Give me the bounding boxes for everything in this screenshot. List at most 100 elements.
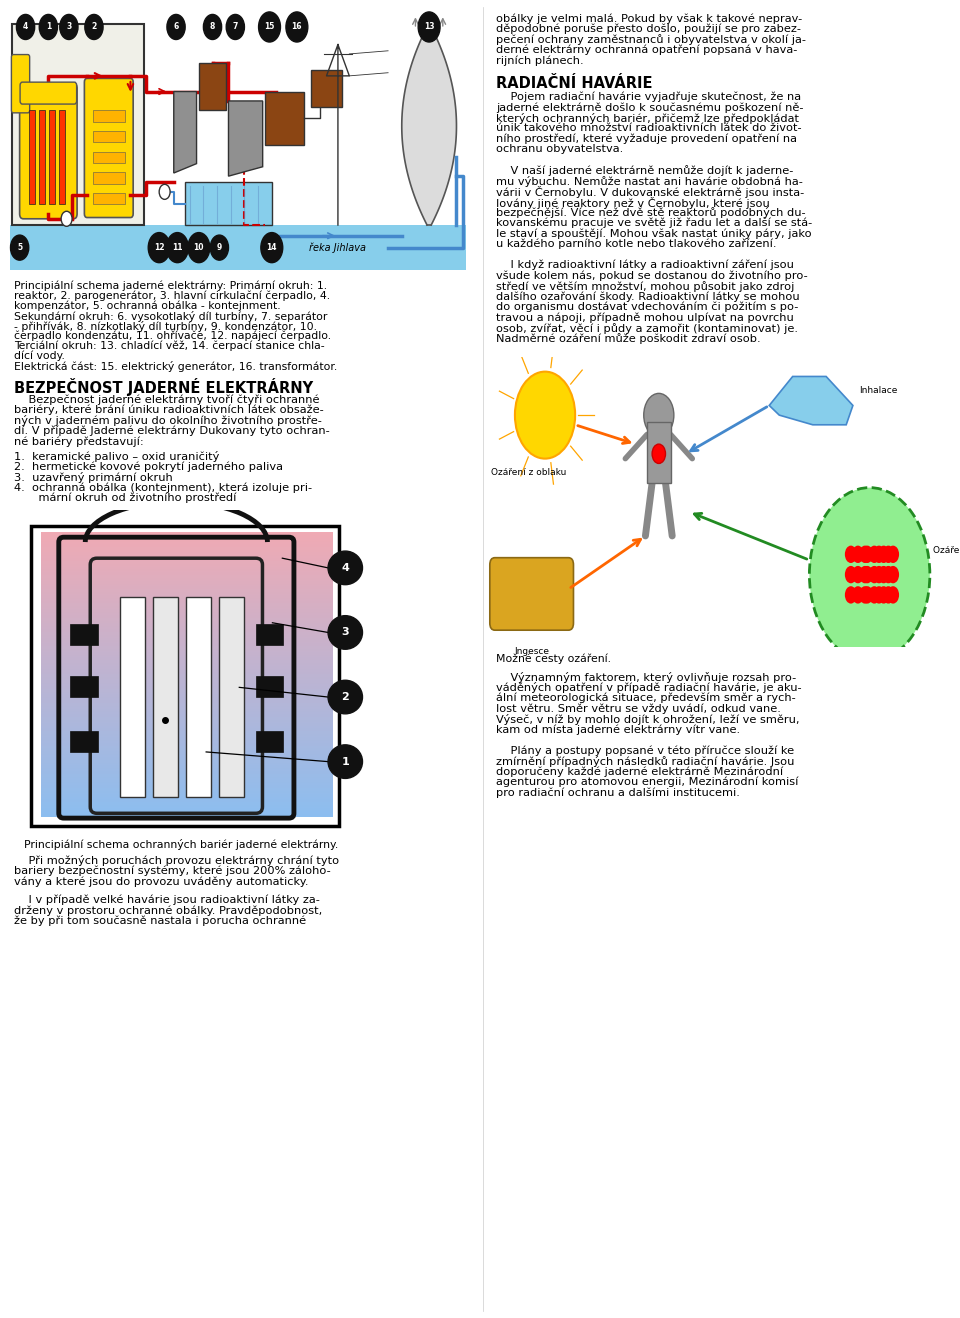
Circle shape bbox=[84, 14, 103, 40]
Text: I v případě velké havárie jsou radioaktivní látky za-: I v případě velké havárie jsou radioakti… bbox=[14, 895, 321, 905]
Text: reaktor, 2. parogenerátor, 3. hlavní cirkulační čerpadlo, 4.: reaktor, 2. parogenerátor, 3. hlavní cir… bbox=[14, 291, 330, 302]
Text: várii v Černobylu. V dukovanské elektrárně jsou insta-: várii v Černobylu. V dukovanské elektrár… bbox=[496, 186, 804, 199]
Circle shape bbox=[188, 232, 210, 262]
Text: ního prostředí, které vyžaduje provedení opatření na: ního prostředí, které vyžaduje provedení… bbox=[496, 134, 798, 145]
Text: vány a které jsou do provozu uváděny automaticky.: vány a které jsou do provozu uváděny aut… bbox=[14, 876, 309, 887]
Circle shape bbox=[873, 546, 885, 563]
Circle shape bbox=[873, 587, 885, 604]
Bar bbox=[185, 182, 272, 225]
Circle shape bbox=[852, 587, 864, 604]
Circle shape bbox=[11, 235, 29, 260]
Bar bbox=[92, 130, 125, 142]
Text: Ozáření z depozitu: Ozáření z depozitu bbox=[933, 546, 960, 555]
Bar bbox=[255, 625, 283, 646]
Text: ných v jaderném palivu do okolního životního prostře-: ných v jaderném palivu do okolního život… bbox=[14, 415, 323, 426]
Text: Elektrická část: 15. elektrický generátor, 16. transformátor.: Elektrická část: 15. elektrický generáto… bbox=[14, 361, 338, 372]
Text: bariéry, které brání úniku radioaktivních látek obsaže-: bariéry, které brání úniku radioaktivníc… bbox=[14, 405, 324, 415]
Circle shape bbox=[258, 12, 280, 42]
Text: Ozáření z oblaku: Ozáření z oblaku bbox=[492, 468, 566, 477]
Text: lovány jiné reaktory než v Černobylu, které jsou: lovány jiné reaktory než v Černobylu, kt… bbox=[496, 196, 770, 210]
Text: únik takového množství radioaktivních látek do život-: únik takového množství radioaktivních lá… bbox=[496, 124, 802, 133]
Text: BEZPEČNOST JADERNÉ ELEKTRÁRNY: BEZPEČNOST JADERNÉ ELEKTRÁRNY bbox=[14, 378, 314, 397]
FancyBboxPatch shape bbox=[490, 558, 573, 630]
Circle shape bbox=[204, 14, 222, 40]
Text: 7: 7 bbox=[232, 22, 238, 32]
Text: bezpečnější. Více než dvě stě reaktorů podobných du-: bezpečnější. Více než dvě stě reaktorů p… bbox=[496, 207, 806, 219]
Text: kam od místa jaderné elektrárny vítr vane.: kam od místa jaderné elektrárny vítr van… bbox=[496, 725, 740, 735]
Circle shape bbox=[60, 14, 78, 40]
Text: 3: 3 bbox=[66, 22, 71, 32]
Text: dící vody.: dící vody. bbox=[14, 351, 65, 361]
Text: 5: 5 bbox=[17, 243, 22, 252]
Text: kompenzátor, 5. ochranná obálka - kontejnment.: kompenzátor, 5. ochranná obálka - kontej… bbox=[14, 301, 281, 311]
Text: - přihřívák, 8. nízkotlaký díl turbíny, 9. kondenzátor, 10.: - přihřívák, 8. nízkotlaký díl turbíny, … bbox=[14, 320, 318, 332]
Text: V naší jaderné elektrárně nemůže dojít k jaderne-: V naší jaderné elektrárně nemůže dojít k… bbox=[496, 166, 794, 177]
Circle shape bbox=[887, 546, 900, 563]
Text: le staví a spouštějí. Mohou však nastat úniky páry, jako: le staví a spouštějí. Mohou však nastat … bbox=[496, 228, 812, 239]
Circle shape bbox=[845, 546, 857, 563]
Text: 10: 10 bbox=[194, 243, 204, 252]
Text: dalšího ozařování škody. Radioaktivní látky se mohou: dalšího ozařování škody. Radioaktivní lá… bbox=[496, 291, 800, 302]
Text: mární okruh od životního prostředí: mární okruh od životního prostředí bbox=[24, 493, 236, 503]
Text: ochranu obyvatelstva.: ochranu obyvatelstva. bbox=[496, 145, 624, 154]
Text: ální meteorologická situace, především směr a rych-: ální meteorologická situace, především s… bbox=[496, 693, 796, 704]
Circle shape bbox=[882, 546, 895, 563]
Circle shape bbox=[16, 14, 35, 40]
Bar bbox=[10, 225, 466, 270]
Bar bbox=[12, 25, 144, 225]
Circle shape bbox=[873, 565, 885, 584]
Bar bbox=[70, 731, 98, 753]
Bar bbox=[92, 192, 125, 204]
Bar bbox=[59, 111, 65, 204]
Text: 4: 4 bbox=[342, 563, 349, 573]
Bar bbox=[199, 63, 227, 111]
Text: 2: 2 bbox=[91, 22, 97, 32]
Text: Principiální schema jaderné elektrárny: Primární okruh: 1.: Principiální schema jaderné elektrárny: … bbox=[14, 281, 327, 291]
Text: I když radioaktivní látky a radioaktivní záření jsou: I když radioaktivní látky a radioaktivní… bbox=[496, 260, 794, 270]
Bar bbox=[220, 597, 244, 797]
Text: 16: 16 bbox=[292, 22, 302, 32]
Text: osob, zvířat, věcí i půdy a zamořit (kontaminovat) je.: osob, zvířat, věcí i půdy a zamořit (kon… bbox=[496, 323, 799, 333]
Bar bbox=[49, 111, 55, 204]
Bar bbox=[255, 731, 283, 753]
Bar bbox=[255, 676, 283, 697]
Text: do organismu dostávat vdechováním či požitím s po-: do organismu dostávat vdechováním či pož… bbox=[496, 302, 799, 312]
Text: 1.  keramické palivo – oxid uraničitý: 1. keramické palivo – oxid uraničitý bbox=[14, 451, 220, 461]
Text: bariery bezpečnostní systémy, které jsou 200% záloho-: bariery bezpečnostní systémy, které jsou… bbox=[14, 866, 331, 876]
Text: G: G bbox=[280, 113, 288, 124]
Circle shape bbox=[861, 587, 874, 604]
Polygon shape bbox=[228, 101, 263, 177]
Bar bbox=[38, 111, 45, 204]
Text: drženy v prostoru ochranné obálky. Pravděpodobnost,: drženy v prostoru ochranné obálky. Pravd… bbox=[14, 905, 323, 916]
Text: všude kolem nás, pokud se dostanou do životního pro-: všude kolem nás, pokud se dostanou do ži… bbox=[496, 270, 808, 281]
Bar bbox=[92, 111, 125, 121]
Text: 6: 6 bbox=[174, 22, 179, 32]
Text: travou a nápoji, případně mohou ulpívat na povrchu: travou a nápoji, případně mohou ulpívat … bbox=[496, 312, 794, 323]
Text: Bezpečnost jaderné elektrárny tvoří čtyři ochranné: Bezpečnost jaderné elektrárny tvoří čtyř… bbox=[14, 394, 320, 405]
Circle shape bbox=[882, 565, 895, 584]
Text: Nadměrné ozáření může poškodit zdraví osob.: Nadměrné ozáření může poškodit zdraví os… bbox=[496, 333, 761, 344]
Circle shape bbox=[261, 232, 283, 262]
FancyBboxPatch shape bbox=[84, 78, 133, 217]
Text: RADIAČNÍ HAVÁRIE: RADIAČNÍ HAVÁRIE bbox=[496, 76, 653, 91]
Circle shape bbox=[328, 745, 363, 779]
Text: kovanskému pracuje ve světě již řadu let a další se stá-: kovanskému pracuje ve světě již řadu let… bbox=[496, 217, 812, 228]
Circle shape bbox=[61, 211, 72, 227]
Circle shape bbox=[877, 565, 890, 584]
Text: mu výbuchu. Nemůže nastat ani havárie obdobná ha-: mu výbuchu. Nemůže nastat ani havárie ob… bbox=[496, 177, 804, 187]
Circle shape bbox=[328, 616, 363, 650]
Text: zmírnění případných následků radiační havárie. Jsou: zmírnění případných následků radiační ha… bbox=[496, 757, 795, 767]
Text: 9: 9 bbox=[217, 243, 222, 252]
Text: Principiální schema ochranných bariér jaderné elektrárny.: Principiální schema ochranných bariér ja… bbox=[24, 840, 338, 850]
Circle shape bbox=[286, 12, 308, 42]
Text: kterých ochranných bariér, přičemž lze předpokládat: kterých ochranných bariér, přičemž lze p… bbox=[496, 113, 800, 124]
Bar bbox=[70, 676, 98, 697]
Bar bbox=[647, 422, 670, 482]
FancyBboxPatch shape bbox=[20, 82, 77, 104]
Text: Terciální okruh: 13. chladící věž, 14. čerpací stanice chla-: Terciální okruh: 13. chladící věž, 14. č… bbox=[14, 340, 325, 351]
Circle shape bbox=[644, 393, 674, 436]
Circle shape bbox=[859, 546, 871, 563]
Text: 13: 13 bbox=[424, 22, 434, 32]
Text: středí ve větším množství, mohou působit jako zdroj: středí ve větším množství, mohou působit… bbox=[496, 281, 795, 291]
FancyBboxPatch shape bbox=[19, 83, 77, 219]
